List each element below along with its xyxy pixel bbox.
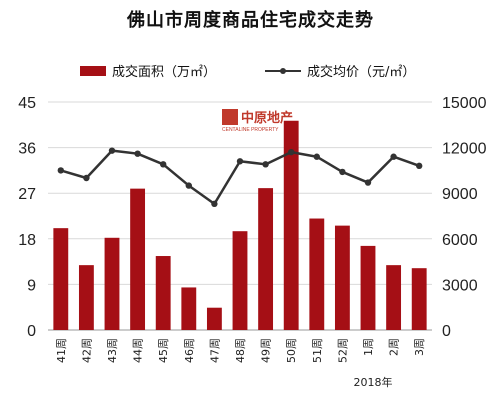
price-point-3周 <box>416 162 423 170</box>
y-right-tick-label: 0 <box>442 323 451 340</box>
bar-41周 <box>53 228 69 330</box>
watermark-brand: 中原地产 <box>241 110 293 126</box>
x-tick-label: 41周 <box>55 338 68 363</box>
price-point-48周 <box>236 158 244 165</box>
y-left-tick-label: 27 <box>18 186 36 203</box>
legend-line-marker <box>280 68 286 74</box>
price-point-42周 <box>83 174 90 182</box>
legend-bar-label: 成交面积（万㎡） <box>112 64 216 80</box>
y-right-tick-label: 12000 <box>442 141 487 158</box>
bar-49周 <box>258 188 274 330</box>
price-point-47周 <box>211 200 218 208</box>
x-tick-label: 43周 <box>106 338 119 363</box>
bar-52周 <box>334 225 350 330</box>
price-point-52周 <box>339 168 346 176</box>
x-tick-label: 46周 <box>183 338 196 363</box>
price-point-43周 <box>108 147 116 154</box>
y-right-tick-label: 3000 <box>442 277 478 294</box>
price-point-41周 <box>57 167 64 174</box>
legend-bar-swatch <box>80 66 106 76</box>
bar-51周 <box>309 218 325 330</box>
x-tick-label: 3周 <box>413 338 426 356</box>
price-point-1周 <box>364 179 372 186</box>
y-left-tick-label: 18 <box>18 232 36 249</box>
price-point-49周 <box>262 161 269 168</box>
y-left-tick-label: 45 <box>18 95 36 112</box>
year-label: 2018年 <box>354 375 393 389</box>
price-point-45周 <box>160 161 167 168</box>
x-tick-label: 44周 <box>132 338 145 363</box>
x-tick-label: 48周 <box>234 338 247 363</box>
x-tick-label: 2周 <box>388 338 401 356</box>
y-right-tick-label: 6000 <box>442 232 478 249</box>
legend-line-label: 成交均价（元/㎡） <box>307 64 415 80</box>
x-tick-label: 49周 <box>260 338 273 363</box>
x-tick-label: 42周 <box>80 338 93 363</box>
bar-45周 <box>155 256 171 330</box>
x-tick-label: 47周 <box>208 338 221 363</box>
y-right-tick-label: 9000 <box>442 186 478 203</box>
y-right-tick-label: 15000 <box>442 95 487 112</box>
price-point-50周 <box>288 148 295 156</box>
x-tick-label: 51周 <box>311 338 324 363</box>
price-point-2周 <box>390 153 397 160</box>
price-point-44周 <box>134 150 141 157</box>
bar-50周 <box>283 120 299 330</box>
price-point-46周 <box>185 182 192 189</box>
y-left-tick-label: 0 <box>27 323 36 340</box>
bar-2周 <box>386 265 402 330</box>
bar-47周 <box>206 307 222 330</box>
bar-3周 <box>411 268 427 330</box>
bar-42周 <box>78 265 94 330</box>
bar-44周 <box>130 188 146 330</box>
chart-title: 佛山市周度商品住宅成交走势 <box>127 10 374 31</box>
x-tick-label: 1周 <box>362 338 375 356</box>
bar-43周 <box>104 237 120 330</box>
bar-1周 <box>360 245 376 330</box>
watermark-sub: CENTALINE PROPERTY <box>222 127 279 133</box>
x-tick-label: 50周 <box>285 338 298 363</box>
y-left-tick-label: 9 <box>27 277 36 294</box>
watermark-logo-mark <box>222 109 238 125</box>
y-left-tick-label: 36 <box>18 141 36 158</box>
x-tick-label: 52周 <box>336 338 349 363</box>
price-point-51周 <box>313 153 320 160</box>
bar-46周 <box>181 287 197 330</box>
bar-48周 <box>232 231 248 330</box>
x-tick-label: 45周 <box>157 338 170 363</box>
